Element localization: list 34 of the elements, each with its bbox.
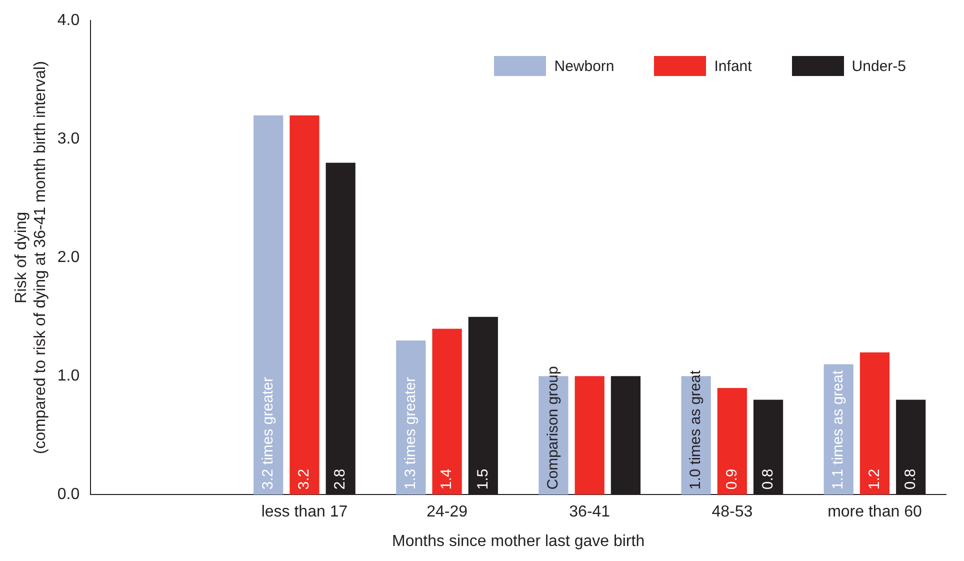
y-tick-label: 4.0	[57, 12, 80, 30]
data-label: 0.9	[723, 468, 740, 490]
data-label: 1.5	[474, 468, 492, 490]
bar	[432, 328, 462, 495]
bar	[574, 376, 604, 495]
x-tick-label: more than 60	[828, 504, 922, 521]
bar	[860, 352, 890, 495]
y-tick-label: 3.0	[57, 130, 80, 148]
y-tick-label: 0.0	[57, 486, 80, 504]
data-label: 0.8	[902, 468, 919, 490]
bar	[717, 388, 747, 495]
data-label: 1.3 times greater	[402, 377, 420, 490]
y-axis-title: Risk of dying (compared to risk of dying at 36-41 month birth interval)	[13, 61, 50, 454]
data-label: 0.8	[759, 468, 776, 490]
x-tick-label: 48-53	[712, 504, 753, 521]
x-tick-label: 24-29	[426, 504, 468, 521]
data-label: 1.0 times as great	[687, 370, 704, 490]
x-tick-label: 36-41	[569, 504, 610, 521]
y-tick-label: 2.0	[57, 249, 80, 266]
legend-label: Infant	[714, 58, 752, 74]
y-tick-label: 1.0	[57, 368, 80, 385]
bar	[254, 115, 284, 495]
legend-label: Newborn	[554, 58, 614, 74]
data-label: 1.1 times as great	[830, 370, 847, 490]
bar	[290, 115, 320, 495]
data-label: 1.2	[866, 468, 883, 490]
data-label: 3.2 times greater	[260, 377, 277, 490]
data-label: 2.8	[332, 468, 349, 490]
data-label: 3.2	[296, 468, 313, 490]
data-label: 1.4	[438, 468, 456, 490]
x-tick-label: less than 17	[261, 504, 348, 521]
data-label: Comparison group	[544, 366, 562, 490]
legend-label: Under-5	[852, 58, 906, 74]
x-axis-title: Months since mother last gave birth	[392, 532, 645, 550]
